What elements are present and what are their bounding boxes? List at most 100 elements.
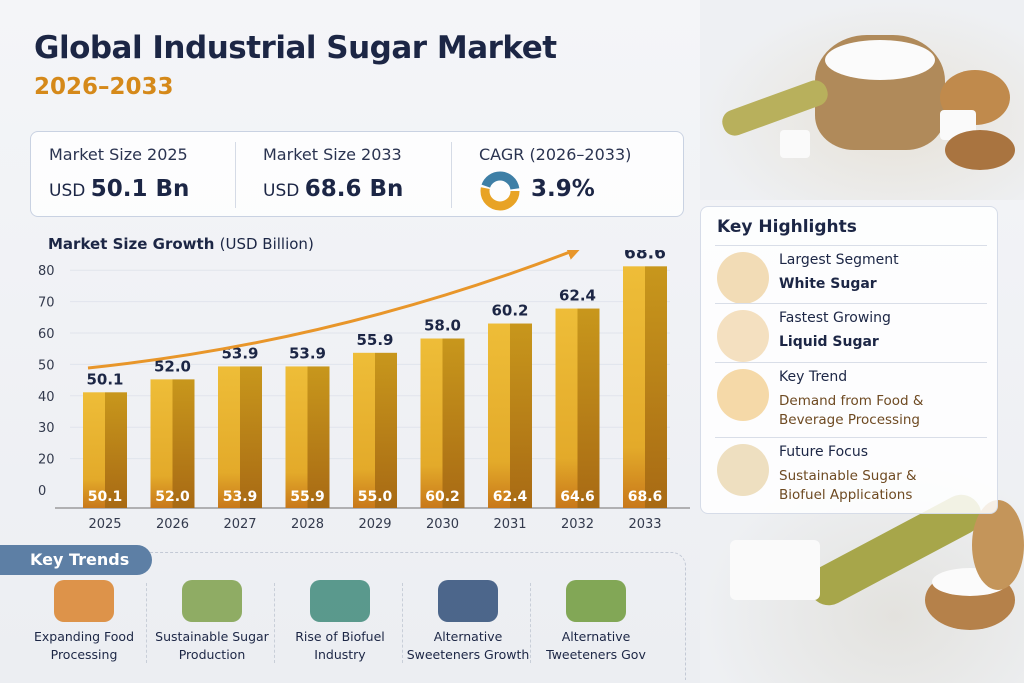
x-tick-label: 2027 — [223, 517, 256, 532]
bar-chart: 02030405060708050.150.1202552.052.020265… — [38, 250, 690, 532]
trend-label: Expanding Food Processing — [33, 629, 135, 662]
bar — [488, 323, 510, 508]
x-tick-label: 2029 — [358, 517, 391, 532]
syrup-bottle-icon — [717, 310, 769, 362]
bar — [285, 366, 308, 508]
bar-value-label: 53.9 — [289, 344, 326, 362]
bar-value-label: 62.4 — [559, 287, 596, 305]
bar-inner-label: 55.9 — [290, 489, 325, 505]
leaf-icon — [717, 444, 769, 496]
highlight-label: Future Focus — [779, 444, 869, 460]
bar-value-label: 60.2 — [491, 302, 528, 320]
highlight-item: Key Trend Demand from Food & Beverage Pr… — [715, 362, 987, 428]
bar — [623, 266, 645, 508]
highlight-value: Sustainable Sugar & Biofuel Applications — [779, 468, 917, 503]
bar-inner-label: 64.6 — [560, 489, 595, 505]
highlight-item: Largest Segment White Sugar — [715, 245, 987, 304]
bar-shade — [510, 323, 532, 508]
bar-value-label: 55.9 — [356, 331, 393, 349]
donut-chart-icon — [480, 171, 520, 211]
bar-shade — [307, 366, 330, 508]
trend-item: Rise of Biofuel Industry — [276, 580, 404, 664]
x-tick-label: 2025 — [88, 517, 121, 532]
bar — [83, 392, 105, 508]
trend-item: Alternative Tweeteners Gov — [532, 580, 660, 664]
bar-inner-label: 50.1 — [88, 489, 123, 505]
bar — [353, 352, 375, 508]
bar — [150, 379, 173, 508]
bar-inner-label: 62.4 — [493, 489, 528, 505]
y-tick-label: 40 — [38, 390, 55, 405]
x-tick-label: 2032 — [561, 517, 594, 532]
highlight-item: Fastest Growing Liquid Sugar — [715, 303, 987, 362]
chart-title: Market Size Growth (USD Billion) — [48, 235, 314, 253]
trend-label: Sustainable Sugar Production — [155, 629, 269, 662]
stat-value: USD 68.6 Bn — [263, 176, 404, 202]
y-tick-label: 50 — [38, 358, 55, 373]
stats-panel: Market Size 2025 USD 50.1 Bn Market Size… — [30, 131, 684, 217]
fuel-pump-icon — [310, 580, 370, 622]
stat-label: Market Size 2025 — [49, 145, 188, 164]
key-trends-title: Key Trends — [0, 545, 152, 575]
y-tick-label: 20 — [38, 453, 55, 468]
bar-shade — [442, 338, 465, 508]
stat-label: Market Size 2033 — [263, 145, 402, 164]
trend-label: Alternative Sweeteners Growth — [406, 629, 530, 662]
trend-label: Alternative Tweeteners Gov — [546, 629, 646, 662]
y-tick-label: 30 — [38, 421, 55, 436]
page-title: Global Industrial Sugar Market — [34, 30, 557, 66]
sugarcane-photo-top — [700, 0, 1024, 200]
bar-shade — [645, 266, 667, 508]
highlight-item: Future Focus Sustainable Sugar & Biofuel… — [715, 437, 987, 503]
y-tick-label: 80 — [38, 264, 55, 279]
sugar-cubes-icon — [717, 252, 769, 304]
highlight-label: Fastest Growing — [779, 310, 891, 326]
bar-shade — [577, 308, 600, 508]
bar-shade — [105, 392, 127, 508]
bar-value-label: 52.0 — [154, 357, 191, 375]
highlights-title: Key Highlights — [717, 217, 857, 237]
trend-item: Alternative Sweeteners Growth — [404, 580, 532, 664]
plant-sign-icon — [566, 580, 626, 622]
key-highlights-panel: Key Highlights Largest Segment White Sug… — [700, 206, 998, 514]
highlight-label: Largest Segment — [779, 252, 899, 268]
y-tick-label: 60 — [38, 327, 55, 342]
y-tick-label: 0 — [38, 484, 46, 499]
bar-inner-label: 52.0 — [155, 489, 190, 505]
food-beverage-icon — [717, 369, 769, 421]
stat-label: CAGR (2026–2033) — [479, 145, 632, 164]
bar — [218, 366, 240, 508]
x-tick-label: 2028 — [291, 517, 324, 532]
food-icon — [54, 580, 114, 622]
key-trends-panel — [10, 552, 686, 680]
bar-value-label: 58.0 — [424, 317, 461, 335]
highlight-value: White Sugar — [779, 276, 877, 292]
trend-item: Sustainable Sugar Production — [148, 580, 276, 664]
bar-shade — [240, 366, 262, 508]
farm-icon — [182, 580, 242, 622]
bar-inner-label: 60.2 — [425, 489, 460, 505]
x-tick-label: 2031 — [493, 517, 526, 532]
x-tick-label: 2026 — [156, 517, 189, 532]
bar-inner-label: 68.6 — [628, 489, 663, 505]
stat-value: USD 50.1 Bn — [49, 176, 190, 202]
highlight-label: Key Trend — [779, 369, 848, 385]
bar-inner-label: 55.0 — [358, 489, 393, 505]
trend-arrow — [87, 250, 582, 370]
bar-shade — [375, 352, 397, 508]
bar-shade — [172, 379, 195, 508]
stat-value: 3.9% — [531, 176, 595, 202]
fuel-nozzle-icon — [438, 580, 498, 622]
trend-item: Expanding Food Processing — [20, 580, 148, 664]
highlight-value: Liquid Sugar — [779, 334, 879, 350]
bar — [420, 338, 443, 508]
highlight-value: Demand from Food & Beverage Processing — [779, 393, 924, 428]
x-tick-label: 2033 — [628, 517, 661, 532]
bar-value-label: 50.1 — [86, 370, 123, 388]
x-tick-label: 2030 — [426, 517, 459, 532]
bar-value-label: 68.6 — [624, 250, 666, 263]
trend-label: Rise of Biofuel Industry — [295, 629, 385, 662]
y-tick-label: 70 — [38, 296, 55, 311]
bar — [555, 308, 578, 508]
bar-inner-label: 53.9 — [223, 489, 258, 505]
